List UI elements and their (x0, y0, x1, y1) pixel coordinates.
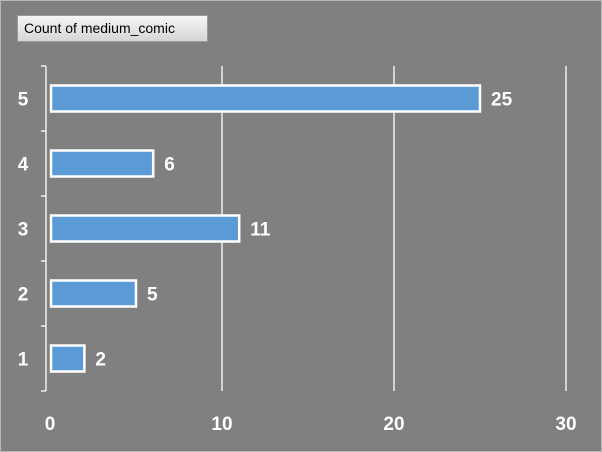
y-tick-label-4: 4 (18, 155, 29, 176)
y-tick-label-1: 1 (18, 350, 29, 371)
bar-5 (49, 84, 482, 113)
data-label-5: 25 (491, 90, 513, 111)
bar-4 (49, 149, 155, 178)
x-tick-label: 0 (45, 414, 56, 435)
field-button[interactable]: Count of medium_comic (17, 15, 208, 42)
x-tick-label: 10 (211, 414, 232, 435)
data-label-1: 2 (95, 350, 106, 371)
data-label-4: 6 (164, 155, 175, 176)
data-label-3: 11 (250, 220, 271, 241)
bar-1 (49, 344, 86, 373)
x-tick-label: 20 (383, 414, 404, 435)
y-tick-label-5: 5 (18, 90, 29, 111)
bar-3 (49, 214, 241, 243)
x-tick-label: 30 (555, 414, 576, 435)
data-label-2: 5 (147, 285, 158, 306)
y-tick-label-3: 3 (18, 220, 29, 241)
y-tick-label-2: 2 (18, 285, 29, 306)
bar-2 (49, 279, 138, 308)
